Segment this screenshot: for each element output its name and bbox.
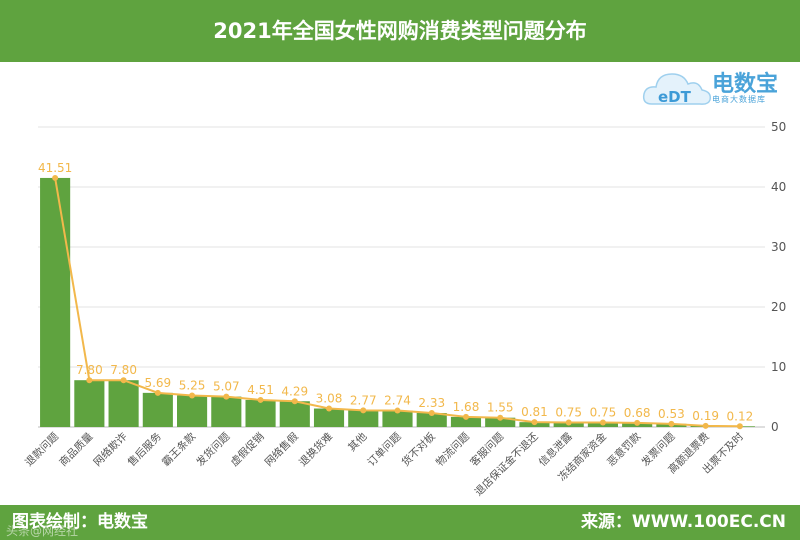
footer-watermark: 头条@网经社 <box>6 524 79 538</box>
trend-point <box>257 396 264 403</box>
bar <box>348 410 379 427</box>
footer-source: 来源：WWW.100EC.CN <box>580 512 786 532</box>
data-label: 0.19 <box>692 409 719 423</box>
data-label: 2.74 <box>384 394 411 408</box>
data-label: 5.69 <box>144 376 171 390</box>
trend-point <box>394 407 401 414</box>
bar <box>382 410 413 427</box>
cloud-logo-icon: eDT <box>642 73 712 106</box>
trend-point <box>462 413 469 420</box>
bar <box>313 408 345 427</box>
logo-mark: eDT <box>658 88 692 106</box>
bar <box>108 380 139 427</box>
trend-point <box>497 414 504 421</box>
trend-point <box>599 419 606 426</box>
data-label: 0.53 <box>658 407 685 421</box>
y-tick-label: 20 <box>771 300 786 314</box>
data-label: 0.75 <box>590 406 617 420</box>
data-label: 1.68 <box>453 400 480 414</box>
x-tick-label: 退款问题 <box>22 430 61 469</box>
bars <box>40 177 755 427</box>
bar <box>485 417 516 427</box>
bar <box>211 396 242 427</box>
x-tick-label: 退店保证金不退还 <box>472 430 541 499</box>
trend-point <box>634 419 641 426</box>
data-label: 7.80 <box>110 363 137 377</box>
x-tick-label: 恶意罚款 <box>604 430 643 469</box>
x-tick-label: 订单问题 <box>365 430 404 469</box>
y-tick-label: 30 <box>771 240 786 254</box>
x-tick-label: 网络售假 <box>262 430 301 469</box>
trend-point <box>154 389 161 396</box>
trend-point <box>86 377 93 384</box>
chart-title: 2021年全国女性网购消费类型问题分布 <box>213 19 587 43</box>
x-tick-label: 发货问题 <box>194 430 233 469</box>
trend-point <box>428 410 435 417</box>
bar <box>245 399 276 427</box>
trend-point <box>668 420 675 427</box>
x-tick-label: 物流问题 <box>433 430 472 469</box>
logo-subtitle: 电商大数据库 <box>712 95 766 104</box>
data-label: 7.80 <box>76 363 103 377</box>
trend-point <box>702 422 709 429</box>
brand-logo: eDT 电数宝 电商大数据库 <box>640 58 800 114</box>
data-label: 0.81 <box>521 405 548 419</box>
y-tick-label: 40 <box>771 180 786 194</box>
data-label: 0.68 <box>624 406 651 420</box>
data-label: 41.51 <box>38 161 72 175</box>
trend-point <box>736 423 743 430</box>
trend-point <box>52 174 59 181</box>
bar <box>40 177 71 427</box>
trend-line-layer <box>52 174 743 430</box>
data-label: 5.25 <box>179 379 206 393</box>
x-tick-label: 其他 <box>345 430 369 454</box>
bar <box>74 380 105 427</box>
x-tick-label: 退换货难 <box>296 430 335 469</box>
bar <box>450 416 482 427</box>
y-tick-label: 10 <box>771 360 786 374</box>
trend-point <box>223 393 230 400</box>
data-label: 3.08 <box>316 392 343 406</box>
bar <box>142 392 173 427</box>
trend-point <box>326 405 333 412</box>
trend-point <box>360 407 367 414</box>
bar-chart: 41.51 7.80 7.80 5.69 5.25 5.07 4.51 4.29 3.08 2.7… <box>22 120 786 499</box>
trend-point <box>531 419 538 426</box>
trend-point <box>189 392 196 399</box>
data-label: 4.51 <box>247 383 274 397</box>
x-tick-label: 售后服务 <box>125 430 164 469</box>
data-labels: 41.51 7.80 7.80 5.69 5.25 5.07 4.51 4.29 3.08 2.7… <box>38 161 753 423</box>
trend-point <box>565 419 572 426</box>
bar <box>279 401 310 427</box>
y-tick-label: 0 <box>771 420 779 434</box>
x-tick-label: 货不对板 <box>399 430 438 469</box>
data-label: 0.12 <box>727 409 754 423</box>
data-label: 2.33 <box>418 396 445 410</box>
chart-title-banner: 2021年全国女性网购消费类型问题分布 <box>0 0 800 62</box>
x-tick-label: 商品质量 <box>57 430 96 469</box>
y-tick-label: 50 <box>771 120 786 134</box>
bar <box>177 395 208 427</box>
x-tick-label: 霸王条款 <box>159 430 198 469</box>
footer-credit: 图表绘制：电数宝 <box>12 512 148 532</box>
data-label: 2.77 <box>350 393 377 407</box>
bar <box>416 413 447 427</box>
trend-point <box>291 398 298 405</box>
data-label: 4.29 <box>281 384 308 398</box>
data-label: 0.75 <box>555 406 582 420</box>
data-label: 1.55 <box>487 401 514 415</box>
data-label: 5.07 <box>213 380 240 394</box>
footer-bar: 图表绘制：电数宝 头条@网经社 来源：WWW.100EC.CN <box>0 505 800 540</box>
y-axis-ticks: 0 10 20 30 40 50 <box>771 120 786 434</box>
x-tick-label: 网络欺诈 <box>91 430 130 469</box>
x-tick-label: 虚假促销 <box>228 430 267 469</box>
logo-name: 电数宝 <box>712 72 779 97</box>
trend-point <box>120 377 127 384</box>
